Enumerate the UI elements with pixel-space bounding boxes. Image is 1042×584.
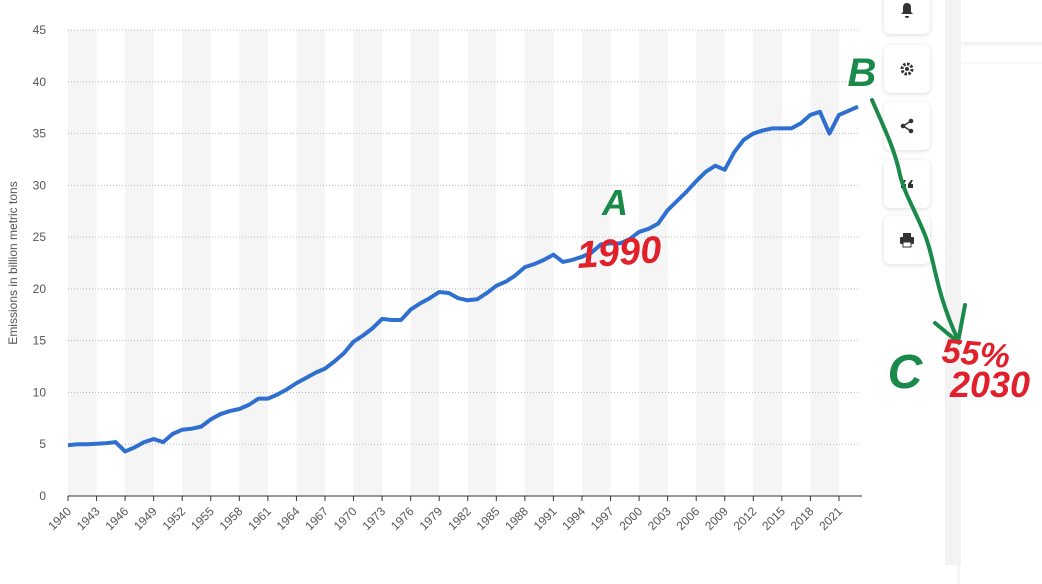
x-tick-label: 1949 xyxy=(131,504,160,533)
sidebar-gutter xyxy=(945,0,961,565)
annotation: 1990 xyxy=(576,229,663,277)
y-tick-label: 30 xyxy=(33,178,47,192)
x-tick-label: 1943 xyxy=(74,504,103,533)
x-tick-label: 1946 xyxy=(102,504,131,533)
x-tick-label: 1964 xyxy=(274,504,303,533)
band xyxy=(696,30,725,496)
y-tick-label: 10 xyxy=(33,385,47,399)
annotation: A xyxy=(601,182,628,223)
x-tick-label: 1955 xyxy=(188,504,217,533)
x-tick-label: 1973 xyxy=(359,504,388,533)
x-tick-label: 2018 xyxy=(788,504,817,533)
x-tick-label: 2021 xyxy=(816,504,845,533)
notification-button[interactable] xyxy=(884,0,930,34)
arrow xyxy=(870,98,960,342)
line xyxy=(67,104,859,454)
band xyxy=(68,30,97,496)
x-tick-label: 1970 xyxy=(331,504,360,533)
y-tick-label: 15 xyxy=(33,334,47,348)
band xyxy=(581,30,611,496)
x-tick-label: 1952 xyxy=(160,504,189,533)
arrow-head xyxy=(933,303,967,346)
band xyxy=(410,30,440,496)
settings-button[interactable] xyxy=(884,45,930,93)
y-tick-label: 40 xyxy=(33,75,47,89)
side-panel xyxy=(960,0,1042,42)
y-axis-label: Emissions in billion metric tons xyxy=(6,181,20,344)
band xyxy=(239,30,268,496)
y-tick-label: 5 xyxy=(39,437,46,451)
x-tick-label: 1976 xyxy=(388,504,417,533)
print-icon xyxy=(900,233,914,248)
y-tick-label: 25 xyxy=(33,230,47,244)
band xyxy=(810,30,839,496)
x-tick-label: 2006 xyxy=(674,504,703,533)
annotation: C xyxy=(888,346,924,399)
x-tick-label: 1982 xyxy=(445,504,474,533)
share-icon xyxy=(900,118,914,134)
gear-icon xyxy=(900,62,914,76)
annotation: 2030 xyxy=(949,364,1030,405)
x-tick-label: 1979 xyxy=(417,504,446,533)
annotation: 55% xyxy=(940,332,1011,376)
x-tick-label: 2000 xyxy=(616,504,645,533)
x-tick-label: 1997 xyxy=(588,504,617,533)
y-tick-label: 35 xyxy=(33,127,47,141)
x-tick-label: 1988 xyxy=(502,504,531,533)
x-tick-label: 2015 xyxy=(759,504,788,533)
x-tick-label: 1994 xyxy=(559,504,588,533)
x-tick-label: 1985 xyxy=(474,504,503,533)
chart: Emissions in billion metric tons 1940 194… xyxy=(6,23,1030,533)
band xyxy=(639,30,668,496)
band xyxy=(353,30,383,496)
band xyxy=(296,30,325,496)
x-tick-label: 2012 xyxy=(731,504,760,533)
x-tick-label: 1961 xyxy=(245,504,274,533)
x-tick-label: 1958 xyxy=(217,504,246,533)
side-panel xyxy=(960,64,1042,584)
band xyxy=(467,30,497,496)
bell-icon xyxy=(901,3,913,18)
x-tick-label: 1991 xyxy=(531,504,560,533)
band xyxy=(753,30,782,496)
y-tick-label: 20 xyxy=(33,282,47,296)
y-tick-label: 45 xyxy=(33,23,47,37)
x-tick-label: 2009 xyxy=(702,504,731,533)
y-tick-label: 0 xyxy=(39,489,46,503)
x-tick-label: 1967 xyxy=(302,504,331,533)
band xyxy=(125,30,154,496)
annotation: B xyxy=(848,51,877,95)
x-tick-label: 2003 xyxy=(645,504,674,533)
page: Emissions in billion metric tons 1940 194… xyxy=(6,0,1042,565)
band xyxy=(182,30,211,496)
x-tick-label: 1940 xyxy=(45,504,74,533)
